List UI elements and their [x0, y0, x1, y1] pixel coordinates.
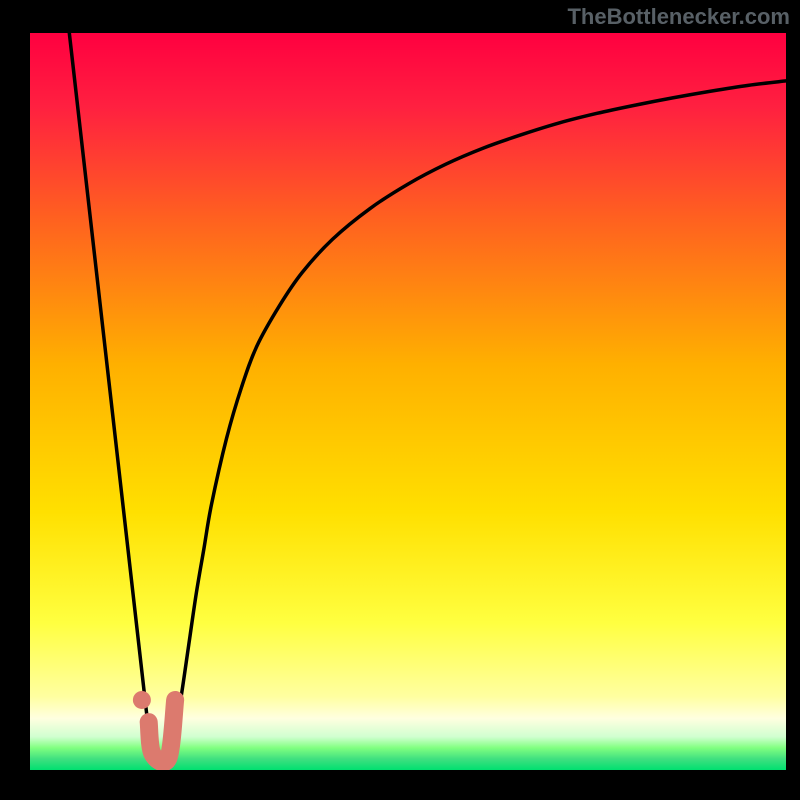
watermark-text: TheBottlenecker.com: [567, 4, 790, 30]
bottleneck-marker-hook: [149, 700, 175, 762]
left-descent-line: [69, 33, 151, 752]
plot-area: [30, 33, 786, 770]
chart-container: TheBottlenecker.com: [0, 0, 800, 800]
curve-overlay: [30, 33, 786, 770]
right-ascent-curve: [170, 81, 786, 759]
bottleneck-marker-dot: [133, 691, 151, 709]
